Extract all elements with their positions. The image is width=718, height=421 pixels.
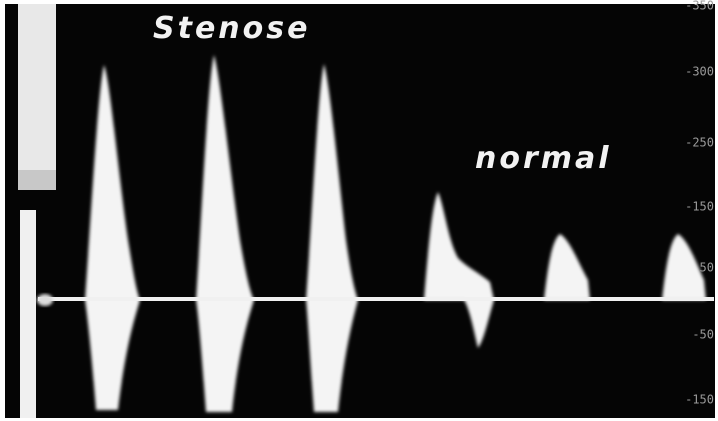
- velocity-scale: -350 -300 -250 -150 50 -50 -150: [685, 0, 714, 407]
- scale-label: -150: [685, 393, 714, 407]
- stenose-wave: [196, 55, 254, 412]
- scale-label: -150: [685, 200, 714, 214]
- scale-label: -350: [685, 0, 714, 13]
- stenose-wave: [306, 64, 358, 412]
- stenose-wave: [85, 65, 140, 410]
- gray-bar-end: [18, 170, 56, 190]
- baseline: [38, 297, 714, 301]
- scale-label: 50: [700, 261, 714, 275]
- waveforms: [85, 55, 706, 412]
- stenose-label: Stenose: [153, 11, 310, 46]
- side-bar: [20, 210, 36, 418]
- scale-label: -300: [685, 65, 714, 79]
- scale-label: -250: [685, 136, 714, 150]
- normal-wave: [662, 234, 706, 300]
- normal-wave: [544, 234, 590, 300]
- scale-label: -50: [692, 328, 714, 342]
- gray-bar: [18, 4, 56, 190]
- normal-label: normal: [475, 141, 612, 176]
- baseline-marker: [37, 294, 53, 306]
- normal-wave: [424, 192, 494, 348]
